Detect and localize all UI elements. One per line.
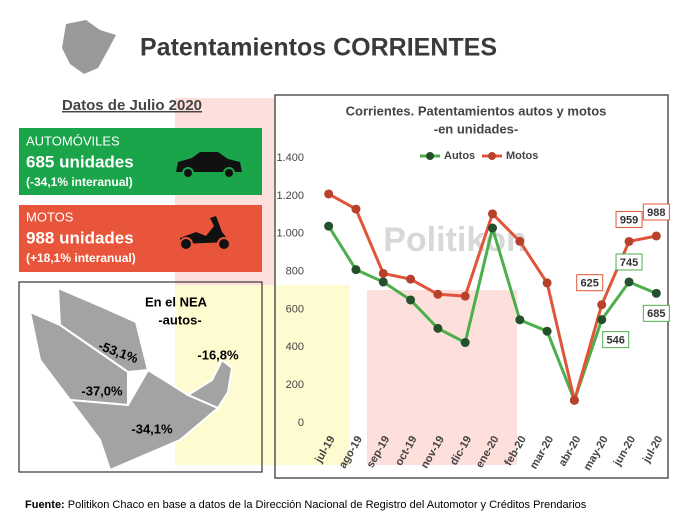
nea-map [28,286,234,472]
data-label-box [615,253,643,271]
y-tick-label: 1.000 [276,228,304,240]
point [351,265,361,275]
car-icon [176,152,242,172]
legend-marker [426,152,434,160]
car-wheel [182,167,194,179]
y-tick-label: 0 [298,417,304,429]
point [624,277,634,287]
watermark: Politikon [383,221,527,259]
chart-subtitle: -en unidades- [434,121,519,136]
y-tick-label: 600 [286,303,304,315]
chart-title: Corrientes. Patentamientos autos y motos [346,103,607,118]
point [597,300,607,310]
point [351,204,361,214]
card-change: (+18,1% interanual) [26,251,136,265]
point [651,231,661,241]
x-tick-label: mar-20 [528,434,556,471]
data-label: 959 [620,214,638,226]
map-title: En el NEA [145,294,208,309]
page-title: Patentamientos CORRIENTES [140,34,497,62]
point [515,236,525,246]
legend-label: Motos [506,150,538,162]
data-label-box [576,274,604,292]
point [406,274,416,284]
y-tick-label: 400 [286,341,304,353]
y-tick-label: 200 [286,379,304,391]
point [542,326,552,336]
point [542,278,552,288]
map-label: -34,1% [131,421,173,436]
card-label: MOTOS [26,209,74,224]
x-tick-label: jul-20 [640,434,665,466]
data-label-box [602,331,630,349]
source-text: Politikon Chaco en base a datos de la Di… [68,499,587,511]
moto-wheel [217,237,231,251]
point [324,189,334,199]
point [460,338,470,348]
date-label: Datos de Julio 2020 [62,97,202,114]
point [569,395,579,405]
point [406,295,416,305]
x-tick-label: may-20 [581,434,610,473]
data-label: 745 [620,257,638,269]
map-label: -37,0% [81,383,123,398]
data-label-box [642,304,670,322]
source: Fuente: Politikon Chaco en base a datos … [25,499,587,511]
moto-icon [180,216,230,244]
point [433,289,443,299]
card-label: AUTOMÓVILES [26,133,120,148]
point [460,291,470,301]
point [378,268,388,278]
data-label-box [642,203,670,221]
point [324,221,334,231]
legend-marker [488,152,496,160]
point [624,236,634,246]
x-tick-label: abr-20 [557,434,584,469]
point [651,288,661,298]
map-label: -16,8% [197,347,239,362]
data-label: 685 [647,308,665,320]
chart-frame [274,94,669,479]
point [515,315,525,325]
car-wheel [223,167,235,179]
province-icon [62,20,116,74]
moto-wheel [179,237,193,251]
source-prefix: Fuente: [25,499,65,511]
data-label: 988 [647,207,665,219]
map-frame [18,281,263,473]
map-subtitle: -autos- [158,312,201,327]
legend-label: Autos [444,150,475,162]
point [488,209,497,219]
data-label: 546 [607,335,625,347]
card-value: 988 unidades [26,228,134,247]
point [597,315,607,325]
point [433,323,443,333]
card-change: (-34,1% interanual) [26,175,133,189]
data-label: 625 [581,278,599,290]
y-tick-label: 1.400 [276,152,304,164]
province [185,358,234,410]
y-tick-label: 800 [286,265,304,277]
x-tick-label: jun-20 [611,434,638,469]
bg-block [367,290,517,465]
y-tick-label: 1.200 [276,190,304,202]
data-label-box [615,210,643,228]
point [378,277,388,287]
point [488,223,497,233]
card-value: 685 unidades [26,152,134,171]
